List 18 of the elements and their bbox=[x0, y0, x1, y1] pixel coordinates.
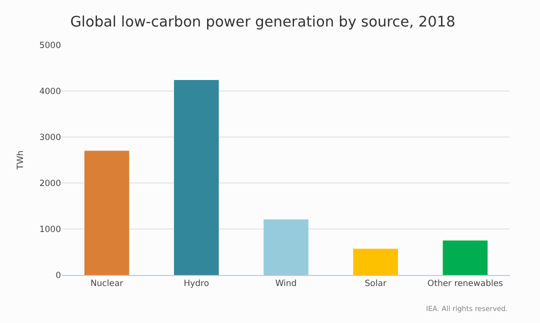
chart-title: Global low-carbon power generation by source, 2018 bbox=[70, 14, 456, 30]
y-tick-label: 4000 bbox=[39, 86, 61, 97]
bar bbox=[353, 248, 398, 275]
x-tick-label: Other renewables bbox=[427, 279, 504, 290]
bar bbox=[442, 240, 488, 275]
y-tick-label: 1000 bbox=[39, 224, 61, 235]
x-tick-label: Wind bbox=[275, 279, 297, 290]
bar bbox=[84, 150, 130, 275]
y-tick-label: 0 bbox=[56, 270, 61, 281]
x-tick-label: Nuclear bbox=[90, 279, 124, 290]
x-tick-label: Hydro bbox=[184, 279, 210, 290]
bar bbox=[264, 219, 308, 275]
y-tick-label: 3000 bbox=[39, 132, 61, 143]
x-tick-label: Solar bbox=[364, 279, 387, 290]
y-axis-title: TWh bbox=[16, 150, 26, 170]
y-tick-label: 5000 bbox=[39, 40, 61, 51]
bar bbox=[174, 80, 219, 275]
y-tick-label: 2000 bbox=[39, 178, 61, 189]
